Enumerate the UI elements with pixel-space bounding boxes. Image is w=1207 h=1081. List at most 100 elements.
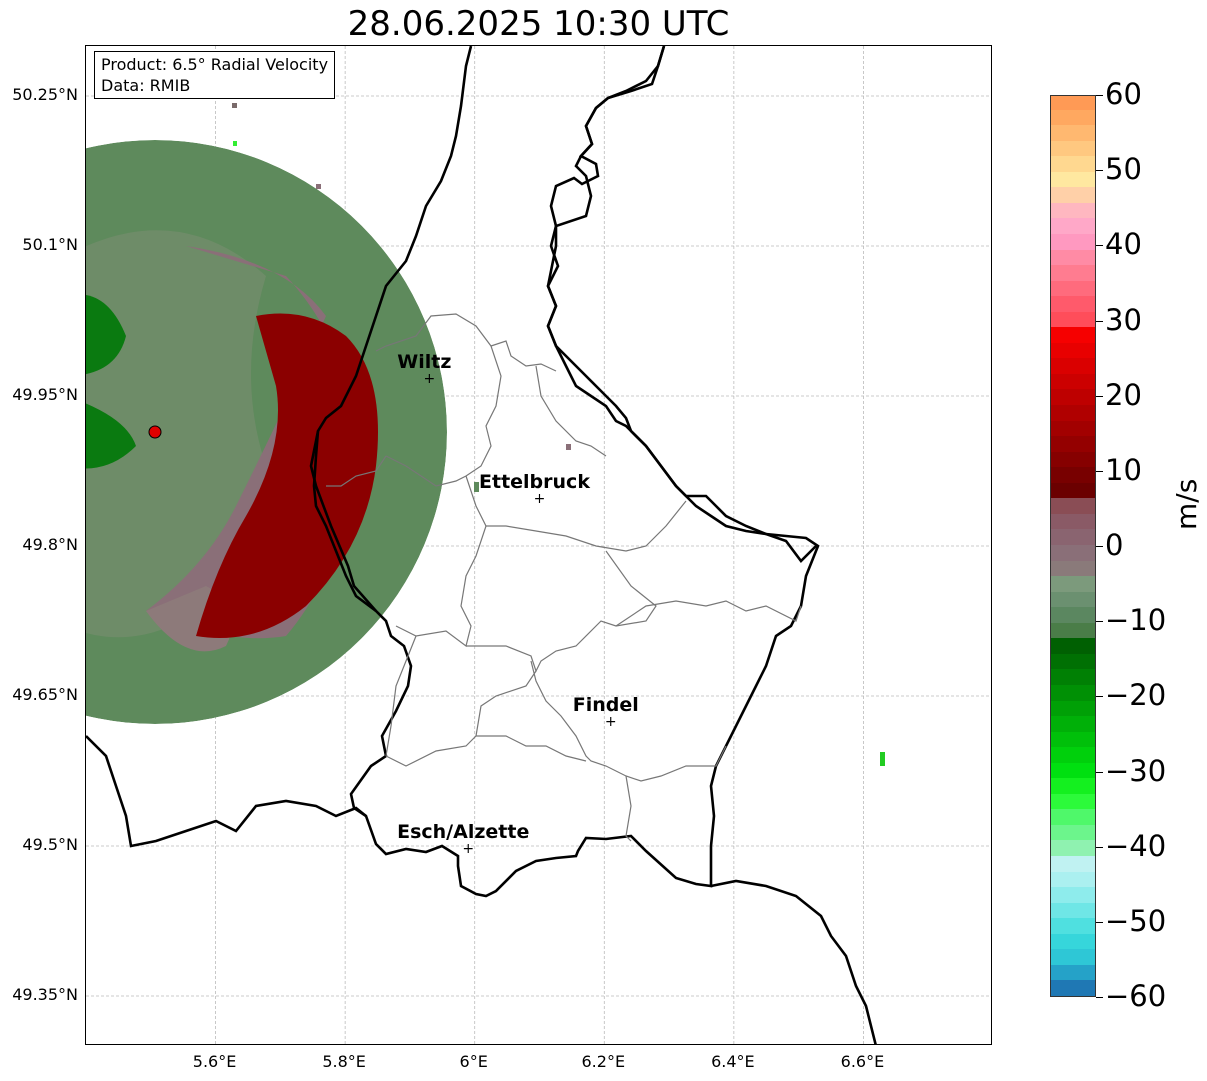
colorbar-tick-label: 30 (1105, 302, 1142, 337)
colorbar-segment (1051, 435, 1095, 452)
colorbar-tick-mark (1096, 696, 1103, 698)
colorbar-segment (1051, 855, 1095, 872)
canton-line (535, 365, 607, 457)
longitude-tick-label: 6.2°E (581, 1052, 626, 1071)
longitude-tick-label: 6.4°E (711, 1052, 755, 1071)
data-source-label: Data: RMIB (101, 76, 191, 95)
radar-echo-strong-inbound (86, 294, 126, 376)
colorbar-segment (1051, 171, 1095, 188)
colorbar-segment (1051, 731, 1095, 748)
colorbar-segment (1051, 513, 1095, 530)
colorbar-segment (1051, 544, 1095, 561)
canton-line (530, 660, 727, 782)
colorbar-tick-label: 0 (1105, 528, 1124, 562)
colorbar-segment (1051, 202, 1095, 219)
colorbar-segment (1051, 155, 1095, 172)
germany-border (546, 46, 817, 563)
colorbar-segment (1051, 342, 1095, 359)
latitude-tick-label: 50.25°N (12, 85, 78, 104)
latitude-tick-label: 49.5°N (22, 835, 78, 854)
country-borders (86, 46, 877, 1044)
colorbar-segment (1051, 606, 1095, 623)
canton-line (625, 775, 632, 842)
colorbar-tick-mark (1096, 395, 1103, 397)
longitude-tick-label: 5.6°E (192, 1052, 237, 1071)
radar-echo-strong-inbound (86, 396, 136, 469)
colorbar-tick-mark (1096, 771, 1103, 773)
map-title: 28.06.2025 10:30 UTC (347, 4, 730, 44)
colorbar-segment (1051, 871, 1095, 888)
colorbar-tick-mark (1096, 846, 1103, 848)
city-layer: +Wiltz+Ettelbruck+Findel+Esch/Alzette (397, 351, 639, 857)
colorbar-segment (1051, 233, 1095, 250)
latitude-tick-label: 49.35°N (12, 985, 78, 1004)
colorbar-segment (1051, 140, 1095, 157)
longitude-tick-label: 6.6°E (840, 1052, 885, 1071)
latitude-tick-label: 49.65°N (12, 685, 78, 704)
colorbar-segment (1051, 637, 1095, 654)
colorbar-segment (1051, 917, 1095, 934)
canton-line (385, 345, 502, 487)
echo-speck (316, 184, 321, 189)
colorbar-segment (1051, 979, 1095, 996)
colorbar-tick-label: −50 (1105, 903, 1167, 938)
map-svg[interactable]: +Wiltz+Ettelbruck+Findel+Esch/Alzette (86, 46, 992, 1045)
map-frame[interactable]: + Wiltz + Ettelbruck + Findel + Esch/Alzette (85, 45, 992, 1045)
colorbar-segment (1051, 699, 1095, 717)
colorbar-segment (1051, 96, 1095, 110)
colorbar-segment (1051, 264, 1095, 281)
colorbar-tick-mark (1096, 921, 1103, 923)
colorbar-segment (1051, 777, 1095, 794)
colorbar-segment (1051, 964, 1095, 981)
latitude-tick-label: 50.1°N (22, 235, 78, 254)
radar-echo-outbound (196, 313, 378, 638)
colorbar-segment (1051, 668, 1095, 685)
canton-line (475, 670, 537, 737)
colorbar-tick-label: −20 (1105, 678, 1167, 713)
colorbar-segment (1051, 933, 1095, 950)
colorbar-segment (1051, 653, 1095, 670)
border-southeast (710, 879, 877, 1044)
colorbar-segment (1051, 373, 1095, 390)
city-marker[interactable]: + (534, 491, 546, 507)
product-info-box: Product: 6.5° Radial Velocity Data: RMIB (94, 51, 336, 99)
radar-velocity-layer (86, 103, 885, 766)
radar-site-marker[interactable] (148, 425, 162, 439)
colorbar-segment (1051, 808, 1095, 825)
latitude-tick-label: 49.95°N (12, 385, 78, 404)
city-label: Findel (573, 694, 639, 716)
longitude-tick-label: 5.8°E (322, 1052, 366, 1071)
canton-borders (326, 313, 802, 842)
colorbar-segment (1051, 684, 1095, 701)
colorbar-tick-label: 20 (1105, 377, 1142, 412)
colorbar-tick-mark (1096, 170, 1103, 172)
city-marker[interactable]: + (605, 714, 617, 730)
colorbar-segment (1051, 762, 1095, 779)
echo-speck (566, 444, 571, 450)
latitude-tick-label: 49.8°N (22, 535, 78, 554)
colorbar-tick-label: −40 (1105, 828, 1167, 863)
colorbar-segment (1051, 295, 1095, 312)
colorbar-tick-mark (1096, 997, 1103, 998)
city-marker[interactable]: + (423, 371, 435, 387)
colorbar-segment (1051, 108, 1095, 126)
colorbar-tick-label: 60 (1105, 77, 1142, 111)
velocity-colorbar (1050, 95, 1096, 997)
colorbar-tick-label: −30 (1105, 753, 1167, 788)
colorbar-segment (1051, 186, 1095, 203)
city-marker[interactable]: + (462, 841, 474, 857)
colorbar-segment (1051, 482, 1095, 499)
longitude-tick-label: 6°E (459, 1052, 488, 1071)
colorbar-segment (1051, 793, 1095, 810)
colorbar-segment (1051, 528, 1095, 545)
colorbar-tick-label: 10 (1105, 452, 1142, 487)
colorbar-segment (1051, 217, 1095, 234)
colorbar-segment (1051, 746, 1095, 763)
colorbar-segment (1051, 357, 1095, 374)
canton-line (466, 550, 657, 673)
colorbar-tick-mark (1096, 320, 1103, 322)
echo-speck (474, 482, 479, 492)
colorbar-segment (1051, 326, 1095, 343)
city-label: Ettelbruck (479, 471, 590, 493)
colorbar-segment (1051, 248, 1095, 266)
